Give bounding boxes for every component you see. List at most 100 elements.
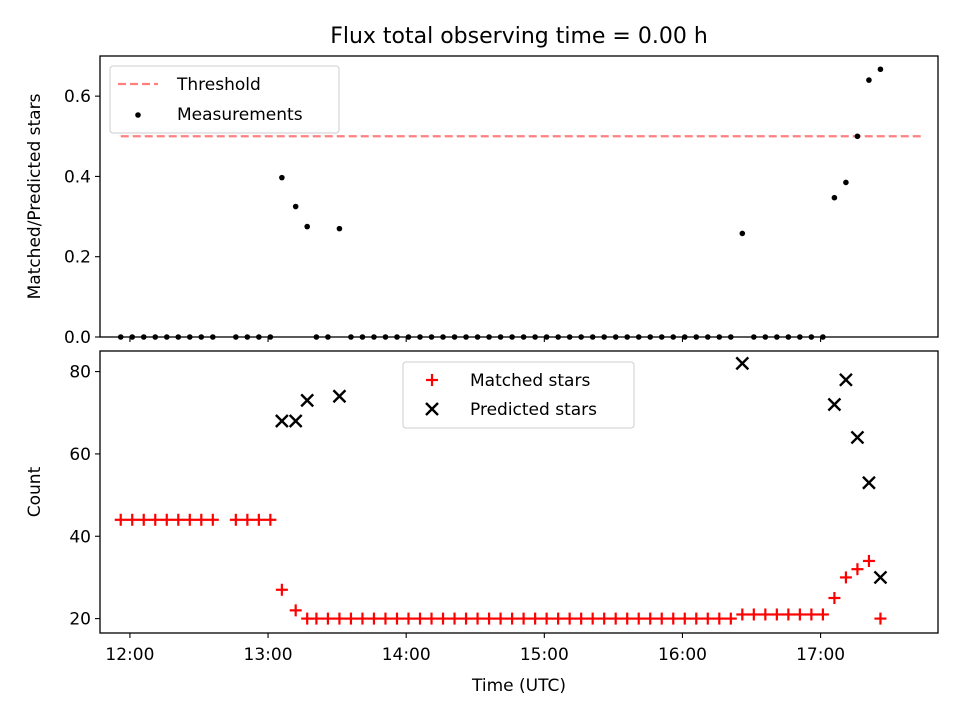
measurement-point	[555, 334, 561, 340]
matched-stars-point	[747, 608, 760, 621]
measurement-point	[440, 334, 446, 340]
matched-stars-point	[344, 612, 357, 625]
y-tick-label: 40	[69, 527, 91, 547]
axes-frame	[99, 350, 939, 634]
matched-stars-point	[644, 612, 657, 625]
measurement-point	[325, 334, 331, 340]
matched-stars-point	[678, 612, 691, 625]
predicted-stars-point	[288, 414, 303, 428]
y-tick-label: 20	[69, 610, 91, 630]
ratio-y-axis-label: Matched/Predicted stars	[25, 93, 45, 299]
matched-stars-point	[621, 612, 634, 625]
measurement-point	[739, 230, 746, 237]
x-tick-label: 14:00	[382, 645, 431, 665]
matched-stars-point	[828, 592, 841, 605]
matched-stars-point	[563, 612, 576, 625]
matched-stars-point	[390, 612, 403, 625]
measurement-point	[417, 334, 423, 340]
matched-stars-point	[586, 612, 599, 625]
measurement-point	[681, 334, 688, 340]
measurement-point	[509, 334, 515, 340]
matched-stars-point	[552, 612, 565, 625]
matched-stars-point	[529, 612, 542, 625]
y-tick-label: 0.0	[64, 328, 91, 348]
matched-stars-point	[494, 612, 507, 625]
matched-stars-point	[862, 554, 875, 567]
measurement-point	[532, 334, 538, 340]
legend-threshold-label: Threshold	[176, 75, 261, 95]
measurement-point	[292, 203, 299, 210]
measurement-point	[256, 334, 262, 340]
x-tick-label: 12:00	[105, 645, 154, 665]
predicted-stars-point	[873, 570, 888, 585]
measurement-point	[589, 334, 596, 340]
y-tick-label: 0.2	[64, 248, 91, 268]
matched-stars-point	[252, 513, 265, 526]
measurement-point	[186, 334, 193, 340]
legend-predicted-swatch	[425, 402, 439, 416]
measurement-point	[394, 334, 400, 340]
measurement-point	[578, 334, 584, 340]
matched-stars-point	[126, 513, 139, 526]
matched-stars-point	[506, 612, 519, 625]
matched-stars-point	[793, 608, 806, 621]
measurement-point	[279, 174, 285, 181]
predicted-stars-point	[862, 475, 876, 490]
matched-stars-point	[701, 612, 714, 625]
predicted-stars-point	[735, 356, 750, 371]
measurement-point	[198, 334, 205, 340]
measurement-point	[382, 334, 389, 340]
measurement-point	[428, 334, 435, 340]
measurement-point	[336, 225, 343, 232]
measurement-point	[244, 334, 251, 340]
axes-frame	[99, 55, 939, 338]
measurement-point	[624, 334, 631, 340]
predicted-stars-point	[332, 389, 347, 404]
measurement-point	[210, 334, 216, 340]
count-legend: Matched stars Predicted stars	[402, 361, 635, 429]
matched-stars-point	[195, 513, 208, 526]
matched-stars-point	[289, 604, 302, 617]
measurement-point	[497, 334, 504, 340]
x-tick-label: 13:00	[244, 645, 293, 665]
matched-stars-point	[816, 608, 829, 621]
matched-stars-point	[851, 563, 864, 576]
matched-stars-point	[540, 612, 553, 625]
x-tick-label: 16:00	[658, 645, 707, 665]
measurement-point	[233, 334, 239, 340]
count-plot: 12:00 13:00 14:00 15:00 16:00 17:00 20 40 60 80 Co…	[25, 350, 939, 665]
y-tick-label: 0.4	[64, 167, 91, 187]
measurement-point	[866, 77, 872, 83]
measurement-point	[359, 334, 366, 340]
count-y-axis-label: Count	[25, 466, 45, 517]
matched-stars-point	[402, 612, 415, 625]
matched-stars-point	[575, 612, 588, 625]
measurement-point	[704, 334, 711, 340]
measurement-point	[612, 334, 619, 340]
matched-stars-point	[655, 612, 668, 625]
matched-stars-point	[448, 612, 461, 625]
matched-stars-point	[471, 612, 484, 625]
matched-stars-point	[183, 513, 196, 526]
measurement-point	[175, 334, 182, 340]
matched-stars-point	[736, 608, 749, 621]
measurement-point	[635, 334, 642, 340]
measurement-point	[474, 334, 481, 340]
matched-stars-point	[149, 513, 162, 526]
matched-stars-point	[460, 612, 473, 625]
matched-stars-point	[229, 513, 242, 526]
legend-box	[109, 65, 340, 134]
measurement-point	[728, 334, 734, 340]
matched-stars-point	[724, 612, 737, 625]
measurement-point	[543, 334, 550, 340]
legend-matched-swatch	[426, 374, 438, 386]
matched-stars-point	[425, 612, 438, 625]
ratio-plot: 0.0 0.2 0.4 0.6 Matched/Predicted stars Thres…	[25, 55, 939, 348]
measurement-point	[647, 334, 654, 340]
matched-stars-point	[241, 513, 254, 526]
x-tick-label: 17:00	[796, 645, 845, 665]
matched-stars-point	[690, 612, 703, 625]
matched-stars-point	[275, 583, 288, 596]
measurement-point	[451, 334, 458, 340]
legend-matched-label: Matched stars	[470, 371, 590, 391]
